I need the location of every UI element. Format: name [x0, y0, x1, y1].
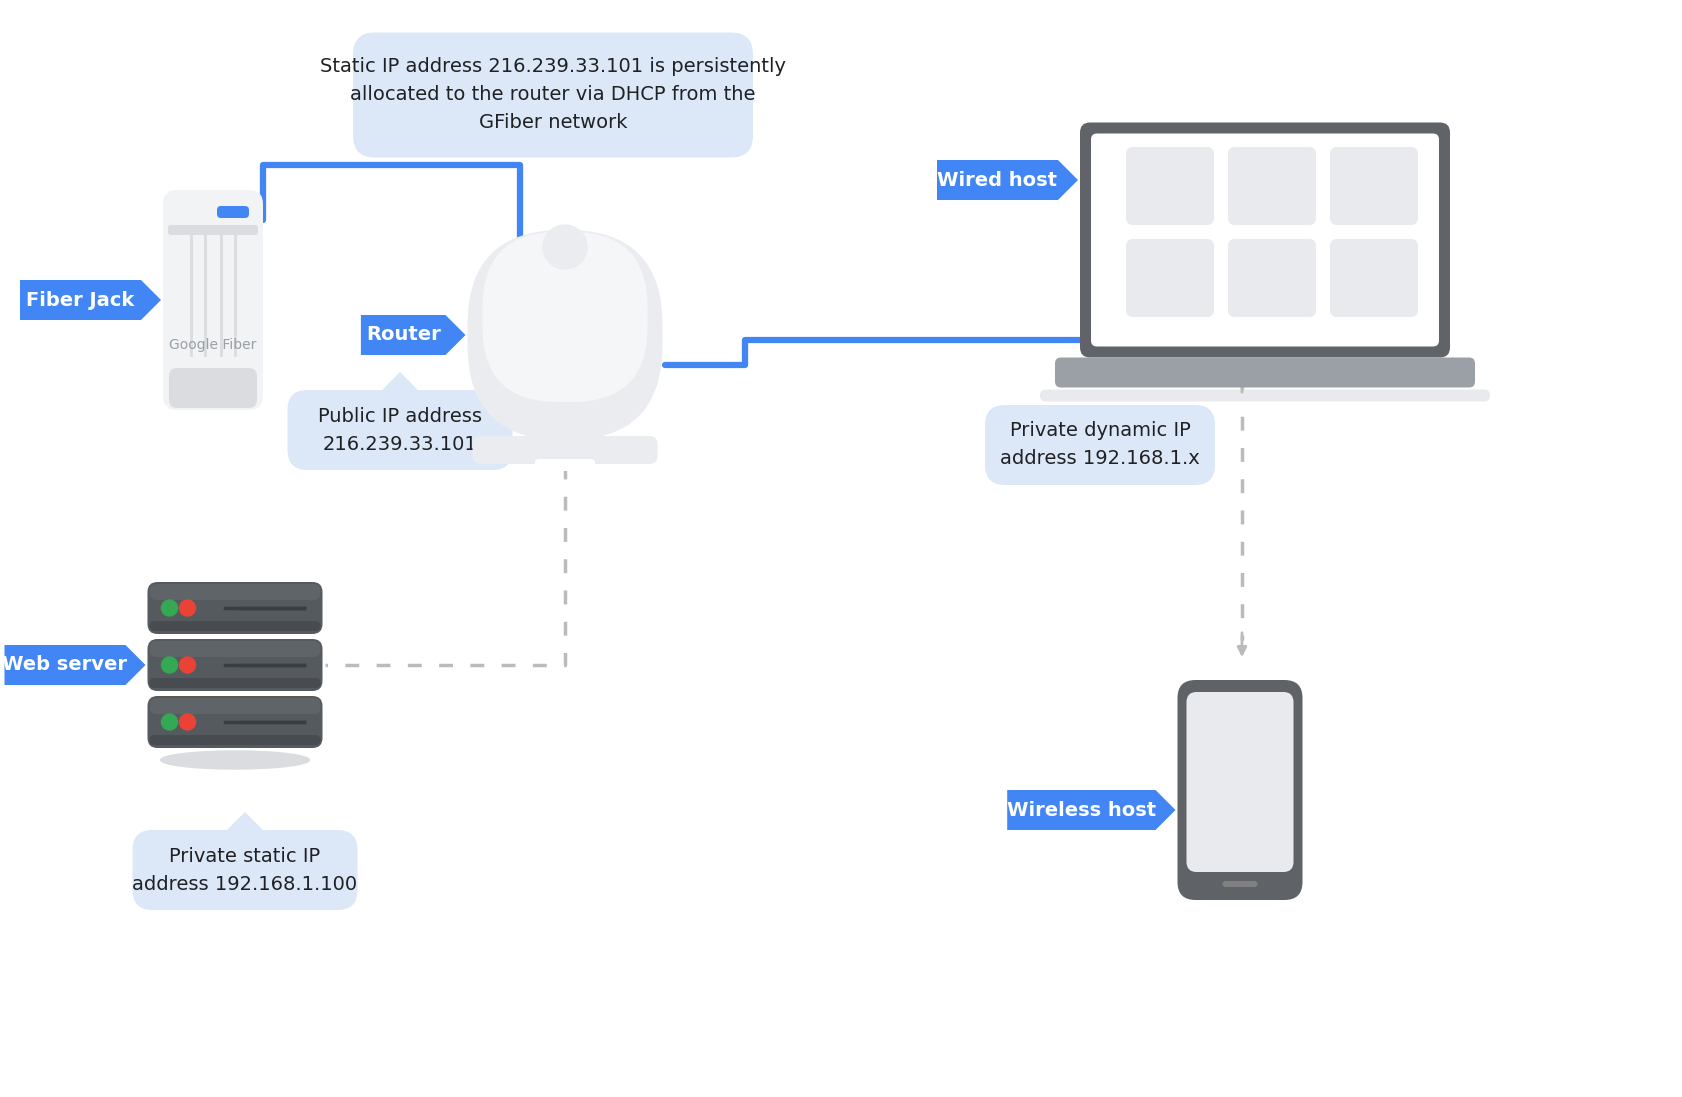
- FancyBboxPatch shape: [473, 436, 658, 464]
- FancyBboxPatch shape: [535, 459, 595, 471]
- Circle shape: [161, 600, 178, 617]
- Circle shape: [543, 225, 587, 269]
- Polygon shape: [5, 645, 146, 685]
- FancyBboxPatch shape: [148, 695, 323, 748]
- Polygon shape: [227, 812, 262, 830]
- FancyBboxPatch shape: [1223, 881, 1258, 887]
- FancyBboxPatch shape: [483, 231, 648, 402]
- Text: Fiber Jack: Fiber Jack: [27, 291, 135, 309]
- FancyBboxPatch shape: [468, 230, 663, 440]
- Text: Static IP address 216.239.33.101 is persistently
allocated to the router via DHC: Static IP address 216.239.33.101 is pers…: [320, 57, 785, 133]
- FancyBboxPatch shape: [1228, 147, 1315, 225]
- FancyBboxPatch shape: [150, 698, 321, 714]
- FancyBboxPatch shape: [148, 583, 323, 634]
- FancyBboxPatch shape: [163, 190, 262, 410]
- Text: Wired host: Wired host: [937, 170, 1058, 190]
- Circle shape: [180, 657, 195, 672]
- FancyBboxPatch shape: [150, 584, 321, 600]
- FancyBboxPatch shape: [1330, 147, 1418, 225]
- FancyBboxPatch shape: [148, 638, 323, 691]
- Text: Public IP address
216.239.33.101: Public IP address 216.239.33.101: [318, 407, 483, 453]
- FancyBboxPatch shape: [288, 391, 513, 470]
- Polygon shape: [382, 372, 419, 391]
- Text: Wireless host: Wireless host: [1008, 801, 1156, 819]
- FancyBboxPatch shape: [1039, 389, 1490, 402]
- Text: Private dynamic IP
address 192.168.1.x: Private dynamic IP address 192.168.1.x: [1001, 421, 1199, 468]
- Ellipse shape: [160, 751, 309, 769]
- Text: Private static IP
address 192.168.1.100: Private static IP address 192.168.1.100: [133, 847, 358, 893]
- FancyBboxPatch shape: [150, 621, 321, 631]
- Polygon shape: [20, 280, 161, 320]
- Polygon shape: [937, 160, 1078, 200]
- FancyBboxPatch shape: [133, 830, 358, 911]
- FancyBboxPatch shape: [1125, 239, 1214, 317]
- FancyBboxPatch shape: [1186, 692, 1293, 872]
- FancyBboxPatch shape: [217, 206, 249, 218]
- FancyBboxPatch shape: [1228, 239, 1315, 317]
- Text: Router: Router: [365, 326, 441, 344]
- Text: Google Fiber: Google Fiber: [170, 338, 257, 352]
- Circle shape: [161, 714, 178, 730]
- FancyBboxPatch shape: [168, 367, 257, 408]
- FancyBboxPatch shape: [1092, 134, 1440, 347]
- Circle shape: [161, 657, 178, 672]
- FancyBboxPatch shape: [1125, 147, 1214, 225]
- Circle shape: [180, 714, 195, 730]
- FancyBboxPatch shape: [168, 225, 257, 235]
- FancyBboxPatch shape: [150, 678, 321, 688]
- FancyBboxPatch shape: [1330, 239, 1418, 317]
- FancyBboxPatch shape: [1080, 123, 1450, 358]
- FancyBboxPatch shape: [150, 641, 321, 657]
- Polygon shape: [362, 315, 466, 355]
- FancyBboxPatch shape: [1177, 680, 1302, 900]
- Text: Web server: Web server: [2, 656, 128, 675]
- FancyBboxPatch shape: [353, 33, 754, 158]
- FancyBboxPatch shape: [986, 405, 1214, 485]
- Circle shape: [180, 600, 195, 617]
- FancyBboxPatch shape: [1055, 358, 1475, 387]
- Polygon shape: [1008, 790, 1176, 830]
- FancyBboxPatch shape: [150, 735, 321, 745]
